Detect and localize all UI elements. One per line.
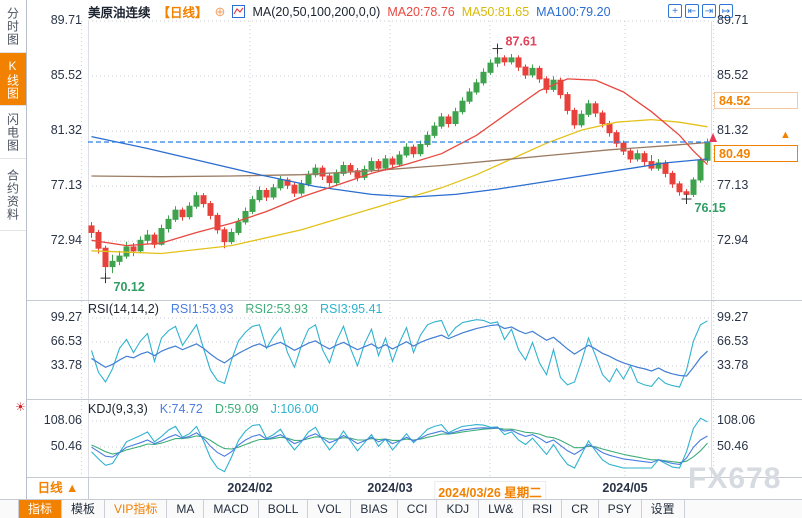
- price-ytick: 77.13: [50, 178, 82, 193]
- compress-x-axis-icon[interactable]: ⇤: [685, 4, 699, 18]
- rsi-ytick: 33.78: [717, 358, 749, 372]
- rsi-formula-label[interactable]: RSI(14,14,2): [88, 302, 159, 316]
- rsi-ytick: 33.78: [50, 358, 82, 372]
- kdj-formula-label[interactable]: KDJ(9,3,3): [88, 402, 148, 416]
- toolbar-tab-模板[interactable]: 模板: [62, 500, 106, 518]
- kdj-ytick: 108.06: [43, 413, 82, 427]
- rsi-ytick: 99.27: [717, 310, 749, 324]
- toolbar-tab-VIP指标[interactable]: VIP指标: [105, 500, 168, 518]
- price-ytick: 85.52: [50, 67, 82, 82]
- chart-type-icon[interactable]: [232, 5, 246, 18]
- price-alert-arrow-icon: ▲: [780, 129, 791, 142]
- rsi2-value: RSI2:53.93: [245, 302, 308, 316]
- toolbar-tab-设置[interactable]: 设置: [642, 500, 685, 518]
- low-price-annotation: 76.15: [695, 201, 726, 215]
- rsi-ytick: 99.27: [50, 310, 82, 324]
- kdj-ytick: 50.46: [717, 439, 749, 453]
- bottom-toolbar: 指标 模板 VIP指标 MA MACD BOLL VOL BIAS CCI KDJ LW& RSI CR…: [0, 499, 802, 518]
- symbol-title: 美原油连续: [88, 6, 151, 20]
- toolbar-spacer: [0, 500, 19, 518]
- price-ytick: 85.52: [717, 67, 749, 82]
- toolbar-tab-指标[interactable]: 指标: [19, 500, 63, 518]
- price-ytick: 77.13: [717, 178, 749, 193]
- ma20-value: MA20:78.76: [387, 4, 455, 19]
- price-ytick: 81.32: [50, 123, 82, 138]
- toolbar-tab-BIAS[interactable]: BIAS: [351, 500, 398, 518]
- price-ytick: 81.32: [717, 123, 749, 138]
- sidebar-tab-1[interactable]: 分时图: [0, 0, 26, 53]
- toolbar-tab-PSY[interactable]: PSY: [599, 500, 642, 518]
- x-axis-date-label: 2024/02: [227, 481, 273, 495]
- chart-toolbar-icons: + ⇤ ⇥ ↦: [668, 4, 733, 18]
- toolbar-tab-MA[interactable]: MA: [167, 500, 205, 518]
- kdj-ytick: 108.06: [717, 413, 756, 427]
- kdj-d-value: D:59.09: [214, 402, 259, 416]
- ma100-value: MA100:79.20: [536, 4, 611, 19]
- price-ytick: 89.71: [50, 13, 82, 27]
- x-axis-date-label: 2024/03/26 星期二: [434, 481, 546, 502]
- low-price-annotation: 70.12: [114, 280, 145, 294]
- kdj-ytick: 50.46: [50, 439, 82, 453]
- toolbar-tab-LW&[interactable]: LW&: [479, 500, 524, 518]
- toolbar-tab-MACD[interactable]: MACD: [204, 500, 259, 518]
- fx678-watermark: FX678: [688, 462, 782, 495]
- sidebar-tab-2[interactable]: K线图: [0, 53, 26, 106]
- chart-header: 美原油连续 【日线】 ⊕ MA(20,50,100,200,0,0) MA20:…: [88, 3, 611, 21]
- toolbar-tab-CR[interactable]: CR: [562, 500, 599, 518]
- price-ytick: 72.94: [717, 233, 749, 248]
- ma-formula-label[interactable]: MA(20,50,100,200,0,0): [252, 4, 381, 19]
- kdj-j-value: J:106.00: [270, 402, 319, 416]
- pan-right-icon[interactable]: ↦: [719, 4, 733, 18]
- crosshair-icon[interactable]: +: [668, 4, 682, 18]
- price-ytick: 89.71: [717, 13, 749, 27]
- rsi-ytick: 66.53: [50, 333, 82, 348]
- current-price-label: 80.49: [714, 145, 798, 163]
- toolbar-tab-VOL[interactable]: VOL: [308, 500, 352, 518]
- price-ytick: 72.94: [50, 233, 82, 248]
- toolbar-tab-BOLL[interactable]: BOLL: [259, 500, 309, 518]
- toolbar-tab-RSI[interactable]: RSI: [523, 500, 563, 518]
- add-indicator-icon[interactable]: ⊕: [214, 3, 226, 19]
- x-axis-date-label: 2024/05: [602, 481, 648, 495]
- high-price-annotation: 87.61: [506, 35, 537, 49]
- x-axis-date-label: 2024/03: [367, 481, 413, 495]
- kdj-k-value: K:74.72: [159, 402, 203, 416]
- alert-price-label: 84.52: [714, 92, 798, 110]
- toolbar-tab-CCI[interactable]: CCI: [398, 500, 438, 518]
- expand-x-axis-icon[interactable]: ⇥: [702, 4, 716, 18]
- rsi3-value: RSI3:95.41: [319, 302, 383, 316]
- toolbar-tab-KDJ[interactable]: KDJ: [437, 500, 480, 518]
- period-selector[interactable]: 日线 ▲: [28, 478, 89, 499]
- rsi-ytick: 66.53: [717, 333, 749, 348]
- alert-icon[interactable]: ☀: [15, 400, 26, 414]
- ma50-value: MA50:81.65: [461, 4, 530, 19]
- left-sidebar: 分时图 K线图 闪电图 合约资料: [0, 0, 27, 499]
- rsi-pane-header: RSI(14,14,2) RSI1:53.93 RSI2:53.93 RSI3:…: [88, 302, 383, 316]
- sidebar-tab-4[interactable]: 合约资料: [0, 159, 26, 231]
- rsi1-value: RSI1:53.93: [170, 302, 234, 316]
- sidebar-tab-3[interactable]: 闪电图: [0, 106, 26, 159]
- kdj-pane-header: KDJ(9,3,3) K:74.72 D:59.09 J:106.00: [88, 402, 319, 416]
- period-tag: 【日线】: [157, 6, 208, 20]
